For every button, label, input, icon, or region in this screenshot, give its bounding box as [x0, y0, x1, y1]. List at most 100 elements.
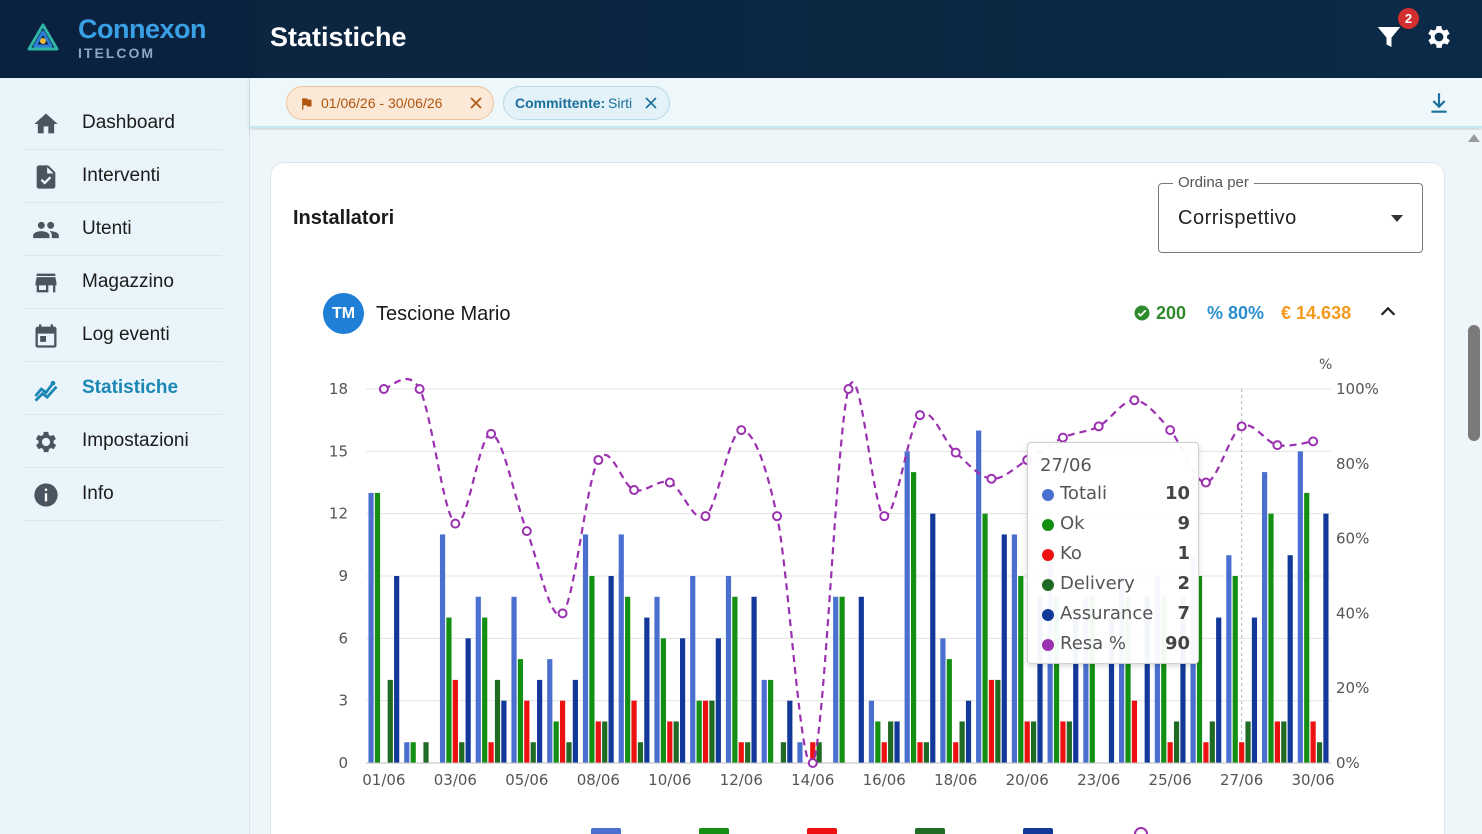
tooltip-row-delivery: Delivery 2: [1040, 573, 1190, 599]
tooltip-row-resa: Resa % 90: [1040, 633, 1190, 659]
users-icon: [33, 221, 59, 239]
sort-select-value: Corrispettivo: [1178, 207, 1297, 229]
x-tick-label: 23/06: [1077, 771, 1120, 789]
corrispettivo-stat: € 14.638: [1281, 303, 1351, 324]
filter-button[interactable]: [1374, 22, 1404, 52]
bar-assurance: [1144, 596, 1150, 763]
bar-ok: [374, 492, 381, 763]
corrispettivo-value: 14.638: [1296, 303, 1352, 323]
tooltip-row-name: Ko: [1060, 543, 1082, 564]
resa-point: [414, 384, 425, 394]
tooltip-row-value: 7: [1177, 603, 1190, 624]
bar-assurance: [501, 700, 507, 763]
scroll-thumb[interactable]: [1468, 325, 1480, 441]
bar-ok: [517, 659, 524, 763]
download-icon: [1431, 93, 1447, 113]
sidebar-item-log-eventi[interactable]: Log eventi: [24, 309, 222, 362]
document-check-icon: [36, 165, 56, 189]
resa-point: [807, 758, 818, 768]
bar-totali: [547, 659, 553, 763]
calendar-icon: [35, 324, 57, 348]
card-title: Installatori: [293, 207, 395, 229]
resa-point: [1236, 421, 1247, 432]
sidebar-item-label: Info: [82, 483, 114, 504]
sidebar-item-label: Interventi: [82, 165, 161, 186]
bar-ok: [446, 617, 452, 763]
ok-count-value: 200: [1156, 303, 1187, 323]
bar-assurance: [1251, 617, 1258, 763]
sort-select[interactable]: Ordina per Corrispettivo: [1158, 174, 1423, 253]
resa-point: [1057, 432, 1068, 443]
bar-totali: [761, 679, 767, 763]
bar-delivery: [423, 742, 429, 763]
sidebar-item-utenti[interactable]: Utenti: [24, 203, 222, 256]
sidebar-item-dashboard[interactable]: Dashboard: [24, 97, 222, 150]
resa-point: [986, 473, 997, 484]
gear-icon: [35, 431, 57, 453]
bar-delivery: [637, 742, 644, 763]
bar-delivery: [1316, 742, 1323, 763]
sidebar-item-label: Impostazioni: [82, 430, 189, 451]
bar-totali: [976, 430, 982, 763]
page-title: Statistiche: [270, 22, 407, 52]
resa-point: [1165, 425, 1176, 436]
avatar: TM: [323, 293, 364, 334]
committente-chip[interactable]: Committente: Sirti: [503, 86, 670, 120]
bar-totali: [1226, 555, 1232, 763]
x-tick-label: 18/06: [934, 771, 977, 789]
bar-delivery: [923, 742, 929, 763]
bar-totali: [1011, 534, 1018, 763]
legend-swatch: [699, 828, 729, 834]
bar-totali: [511, 596, 517, 763]
bar-ko: [1060, 721, 1066, 763]
resa-point: [1093, 421, 1104, 432]
committente-key: Committente:: [515, 95, 606, 111]
bar-ko: [988, 679, 995, 763]
resa-point: [772, 511, 783, 522]
bar-totali: [940, 638, 946, 763]
bar-totali: [618, 534, 624, 763]
y-left-tick-label: 0: [338, 754, 348, 772]
bar-ko: [1203, 742, 1209, 763]
scroll-up-arrow-icon[interactable]: [1468, 134, 1480, 142]
brand-name: Connexon: [78, 14, 207, 44]
tooltip-row-name: Resa %: [1060, 633, 1127, 654]
collapse-button[interactable]: [1377, 301, 1399, 323]
resa-point: [1200, 477, 1211, 488]
date-range-chip[interactable]: 01/06/26 - 30/06/26: [286, 86, 494, 120]
page-scrollbar[interactable]: [1466, 128, 1482, 834]
download-button[interactable]: [1426, 90, 1452, 116]
sidebar-item-statistiche[interactable]: Statistiche: [24, 362, 222, 415]
bar-delivery: [1066, 721, 1072, 763]
bar-ok: [1196, 576, 1203, 763]
resa-point: [557, 608, 568, 619]
brand[interactable]: Connexon ITELCOM: [0, 0, 250, 78]
close-icon[interactable]: [644, 96, 658, 110]
y-right-tick-label: 20%: [1336, 679, 1369, 697]
bar-ok: [660, 638, 666, 763]
sidebar-item-interventi[interactable]: Interventi: [24, 150, 222, 203]
bar-ok: [1125, 596, 1131, 763]
bar-totali: [1297, 451, 1303, 763]
tooltip-row-value: 10: [1164, 483, 1190, 504]
bar-delivery: [1281, 721, 1287, 763]
tooltip-row-name: Ok: [1060, 513, 1085, 534]
close-icon[interactable]: [469, 96, 483, 110]
sidebar-item-impostazioni[interactable]: Impostazioni: [24, 415, 222, 468]
bar-ko: [1024, 721, 1030, 763]
installer-name: Tescione Mario: [376, 303, 511, 325]
bar-ok: [482, 617, 488, 763]
x-tick-label: 12/06: [720, 771, 763, 789]
legend-swatch-resa: [1134, 827, 1148, 834]
bar-delivery: [1245, 721, 1251, 763]
bar-ok: [946, 659, 952, 763]
bar-assurance: [679, 638, 686, 763]
flag-icon: [302, 98, 312, 110]
bar-ok: [839, 596, 845, 763]
sidebar-item-info[interactable]: Info: [24, 468, 222, 521]
settings-button[interactable]: [1424, 22, 1454, 52]
bar-totali: [475, 596, 481, 763]
bar-ko: [917, 742, 923, 763]
sidebar-item-magazzino[interactable]: Magazzino: [24, 256, 222, 309]
bar-ok: [875, 721, 881, 763]
